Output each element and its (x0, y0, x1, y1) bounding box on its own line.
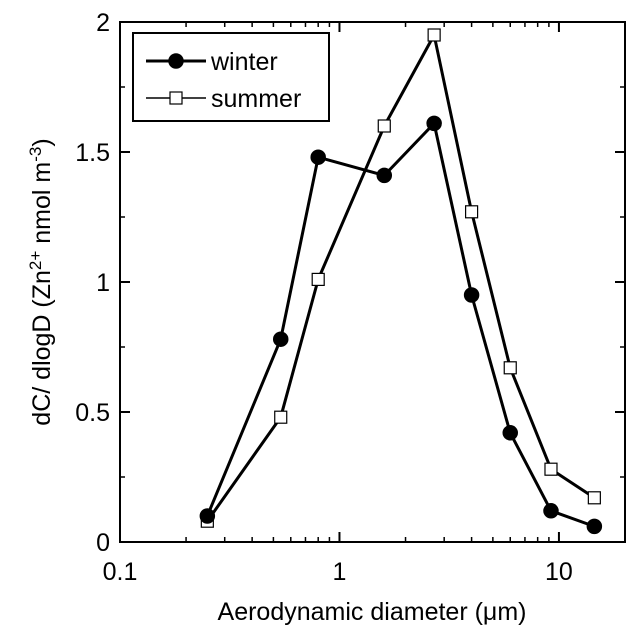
y-axis-title-part: dC/ dlogD (Zn (28, 270, 56, 426)
x-axis-ticks: 0.1 1 10 (103, 22, 626, 586)
point-summer (544, 462, 558, 476)
series-line-winter (205, 121, 595, 528)
y-axis-ticks: 0 0.5 1 1.5 2 (75, 9, 625, 557)
point-summer (274, 410, 288, 424)
point-winter (463, 287, 480, 303)
point-winter (376, 167, 393, 184)
y-tick-label: 0 (96, 529, 110, 557)
y-axis-title-part: ) (28, 138, 56, 146)
point-winter (426, 115, 442, 132)
point-summer (503, 361, 517, 375)
point-summer (464, 205, 479, 219)
x-tick-label: 1 (333, 558, 347, 586)
y-tick-label: 0.5 (75, 399, 110, 427)
y-axis-title-superscript: 2+ (26, 251, 45, 270)
y-axis-title-part: nmol m (28, 162, 56, 251)
y-tick-label: 2 (96, 9, 110, 37)
series-layer (199, 28, 603, 535)
legend-winter-marker (168, 53, 184, 69)
y-tick-label: 1 (96, 269, 110, 297)
point-winter (586, 518, 603, 535)
x-axis-title: Aerodynamic diameter (μm) (218, 598, 527, 626)
point-winter (199, 508, 216, 524)
legend-summer-label: summer (211, 85, 301, 113)
point-summer (587, 491, 601, 505)
legend-winter-label: winter (210, 48, 278, 76)
point-summer (377, 119, 391, 133)
x-tick-label: 10 (545, 558, 573, 586)
legend: winter summer (132, 32, 330, 122)
y-axis-title: dC/ dlogD (Zn2+ nmol m-3) (26, 138, 56, 425)
y-axis-title-superscript: -3 (26, 147, 45, 162)
point-winter (310, 149, 326, 165)
x-tick-label: 0.1 (103, 558, 138, 586)
point-summer (311, 272, 325, 286)
y-tick-label: 1.5 (75, 139, 110, 167)
legend-summer-marker (169, 91, 183, 105)
point-winter (543, 503, 559, 519)
point-winter (272, 331, 289, 347)
point-winter (502, 425, 518, 441)
legend-box (132, 32, 330, 122)
point-summer (427, 28, 441, 42)
